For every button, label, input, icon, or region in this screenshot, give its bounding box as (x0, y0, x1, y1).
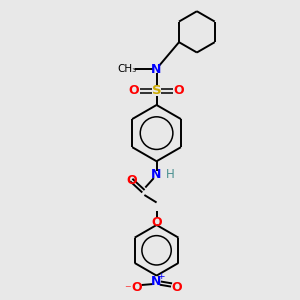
Text: N: N (152, 275, 162, 288)
Text: ⁻: ⁻ (124, 283, 131, 296)
Text: O: O (129, 84, 140, 98)
Text: CH₃: CH₃ (118, 64, 137, 74)
Text: O: O (151, 216, 162, 229)
Text: N: N (152, 63, 162, 76)
Text: S: S (152, 84, 161, 98)
Text: O: O (132, 281, 142, 294)
Text: N: N (152, 168, 162, 181)
Text: +: + (158, 272, 165, 281)
Text: O: O (126, 173, 136, 187)
Text: H: H (166, 168, 175, 181)
Text: O: O (174, 84, 184, 98)
Text: O: O (171, 281, 181, 294)
